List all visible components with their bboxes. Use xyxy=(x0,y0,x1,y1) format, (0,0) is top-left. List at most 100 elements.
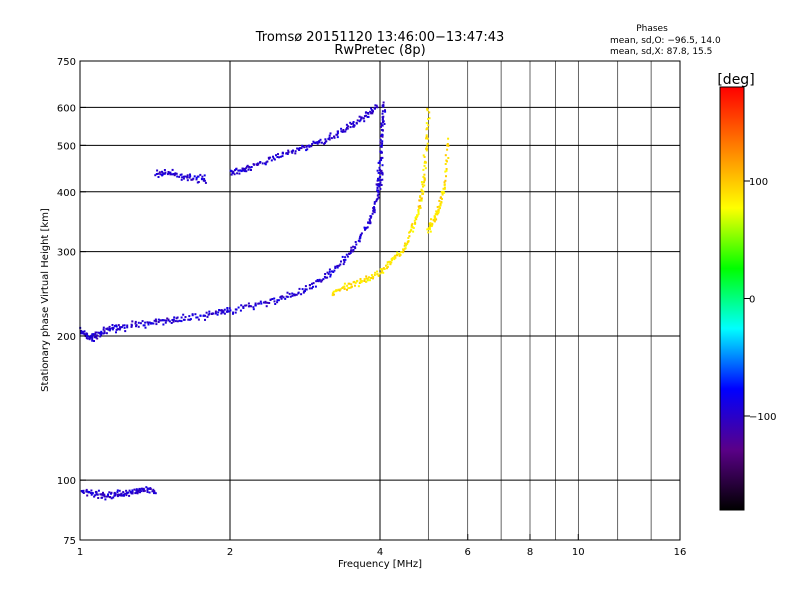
data-point xyxy=(316,142,319,145)
data-point xyxy=(195,178,198,181)
data-point xyxy=(422,168,425,171)
data-point xyxy=(358,282,361,284)
data-point xyxy=(189,173,191,176)
data-point xyxy=(365,275,368,278)
data-point xyxy=(277,153,279,156)
data-point xyxy=(391,257,394,260)
data-point xyxy=(360,232,363,235)
data-point xyxy=(328,138,331,141)
data-point xyxy=(348,282,351,285)
data-point xyxy=(286,295,289,298)
data-point xyxy=(134,320,137,323)
data-point xyxy=(352,122,355,125)
data-point xyxy=(359,236,362,239)
data-point xyxy=(380,184,383,186)
data-point xyxy=(380,268,383,271)
data-point xyxy=(116,489,119,492)
data-point xyxy=(364,227,367,230)
data-point xyxy=(386,267,388,270)
data-point xyxy=(85,488,88,491)
data-point xyxy=(393,258,396,261)
data-point xyxy=(381,140,384,143)
data-point xyxy=(354,281,357,284)
data-point xyxy=(142,490,145,493)
data-point xyxy=(276,301,279,304)
data-point xyxy=(351,285,353,288)
data-point xyxy=(291,294,294,297)
data-point xyxy=(379,172,382,175)
data-point xyxy=(428,117,431,120)
data-point xyxy=(199,173,202,176)
data-point xyxy=(146,490,149,493)
data-point xyxy=(113,492,116,495)
data-point xyxy=(378,160,381,163)
data-point xyxy=(178,319,181,322)
data-point xyxy=(365,280,368,283)
data-point xyxy=(425,137,427,140)
data-point xyxy=(345,123,348,126)
data-point xyxy=(127,491,129,494)
data-point xyxy=(414,221,417,224)
data-point xyxy=(338,289,341,292)
data-point xyxy=(187,318,190,321)
data-point xyxy=(388,260,390,263)
data-point xyxy=(240,170,243,173)
data-point xyxy=(114,324,116,327)
data-point xyxy=(232,311,235,314)
data-point xyxy=(422,154,425,157)
data-point xyxy=(143,489,146,492)
data-point xyxy=(348,253,351,255)
data-point xyxy=(93,495,96,498)
data-point xyxy=(371,110,374,113)
data-point xyxy=(226,309,229,312)
data-point xyxy=(176,320,179,323)
data-point xyxy=(111,324,114,326)
data-point xyxy=(329,132,332,135)
data-point xyxy=(367,112,370,115)
data-point xyxy=(268,302,271,304)
data-point xyxy=(425,145,428,148)
data-point xyxy=(359,119,362,122)
data-point xyxy=(375,200,378,203)
data-point xyxy=(350,249,353,252)
data-point xyxy=(381,156,384,159)
data-point xyxy=(95,493,98,496)
data-point xyxy=(343,261,346,263)
data-point xyxy=(118,328,121,331)
data-point xyxy=(417,211,420,214)
x-tick-label: 10 xyxy=(572,547,585,558)
data-point xyxy=(172,320,175,323)
data-point xyxy=(157,318,160,321)
data-point xyxy=(298,287,301,290)
data-point xyxy=(365,111,368,114)
data-point xyxy=(214,312,217,315)
data-point xyxy=(345,253,348,256)
data-point xyxy=(381,110,384,113)
data-point xyxy=(400,251,403,254)
data-point xyxy=(427,231,430,234)
data-point xyxy=(226,310,229,313)
data-point xyxy=(363,280,366,282)
data-point xyxy=(181,176,184,179)
data-point xyxy=(445,169,448,172)
data-point xyxy=(159,173,162,176)
data-point xyxy=(416,214,419,217)
data-point xyxy=(116,494,119,496)
data-point xyxy=(239,309,242,312)
data-point xyxy=(381,269,384,272)
data-point xyxy=(97,497,100,499)
data-point xyxy=(368,219,371,222)
data-point xyxy=(145,486,148,489)
data-point xyxy=(95,491,98,494)
data-point xyxy=(214,310,217,313)
data-point xyxy=(197,318,200,321)
data-point xyxy=(324,273,327,275)
data-point xyxy=(340,260,342,263)
data-point xyxy=(155,173,158,175)
data-point xyxy=(404,247,407,250)
colorbar-tick-label: 100 xyxy=(749,177,768,188)
data-point xyxy=(218,309,221,311)
data-points xyxy=(79,101,450,501)
data-point xyxy=(93,336,96,339)
data-point xyxy=(343,130,346,133)
